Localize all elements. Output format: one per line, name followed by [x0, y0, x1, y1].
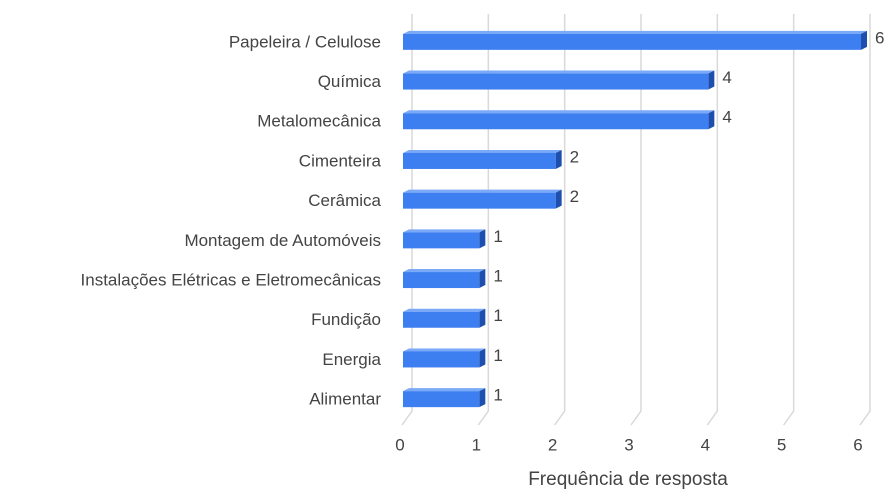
data-label: 2 [570, 147, 579, 166]
x-tick-label: 2 [548, 435, 557, 454]
bar-top [403, 110, 715, 114]
x-tick-label: 1 [472, 435, 481, 454]
data-label: 4 [722, 68, 731, 87]
bar-side [708, 70, 715, 90]
x-tick-label: 0 [395, 435, 404, 454]
bar-top [403, 149, 562, 153]
grid-line [706, 14, 719, 426]
data-label: 1 [493, 306, 502, 325]
grid-line [630, 14, 642, 426]
bar-top [403, 189, 562, 193]
bar-top [403, 70, 715, 74]
y-tick-label: Energia [322, 350, 381, 369]
bar [403, 152, 556, 169]
x-tick-label: 6 [853, 435, 862, 454]
bar [403, 73, 709, 90]
bar [403, 272, 480, 289]
x-tick-label: 3 [624, 435, 633, 454]
bar-side [555, 149, 562, 169]
data-label: 4 [722, 108, 731, 127]
bar-side [479, 388, 486, 408]
y-tick-label: Química [318, 72, 382, 91]
x-tick-label: 4 [701, 435, 710, 454]
data-label: 1 [493, 267, 502, 286]
grid-line [783, 14, 795, 426]
bar [403, 232, 480, 249]
bar-side [555, 189, 562, 209]
bar [403, 113, 709, 130]
bar-side [479, 308, 486, 328]
y-tick-label: Montagem de Automóveis [184, 231, 381, 250]
x-axis-title: Frequência de resposta [528, 469, 728, 490]
bar-top [403, 30, 867, 34]
bar [403, 192, 556, 209]
data-label: 1 [493, 346, 502, 365]
bar-side [479, 348, 486, 368]
y-tick-label: Instalações Elétricas e Eletromecânicas [81, 271, 381, 290]
bar [403, 33, 861, 50]
bar-side [861, 30, 867, 50]
bar [403, 311, 480, 328]
data-label: 1 [493, 386, 502, 405]
grid-line [859, 14, 871, 426]
bar-side [479, 269, 486, 289]
grid-line [401, 14, 413, 426]
y-tick-label: Cerâmica [308, 191, 381, 210]
bar-top [403, 388, 486, 392]
y-tick-label: Cimenteira [299, 151, 382, 170]
data-label: 6 [875, 28, 884, 47]
bar-side [708, 110, 715, 130]
bar-top [403, 269, 486, 273]
bar-top [403, 229, 486, 233]
bar-top [403, 348, 486, 352]
y-tick-label: Fundição [311, 310, 381, 329]
bar-top [403, 308, 486, 312]
y-tick-label: Metalomecânica [257, 112, 381, 131]
bar [403, 351, 480, 368]
x-tick-label: 5 [777, 435, 786, 454]
grid-line [554, 14, 566, 426]
data-label: 2 [570, 187, 579, 206]
data-label: 1 [493, 227, 502, 246]
grid-line [477, 14, 490, 426]
bar-side [479, 229, 486, 249]
y-tick-label: Papeleira / Celulose [229, 32, 381, 51]
y-tick-label: Alimentar [309, 390, 381, 409]
bar [403, 391, 480, 408]
